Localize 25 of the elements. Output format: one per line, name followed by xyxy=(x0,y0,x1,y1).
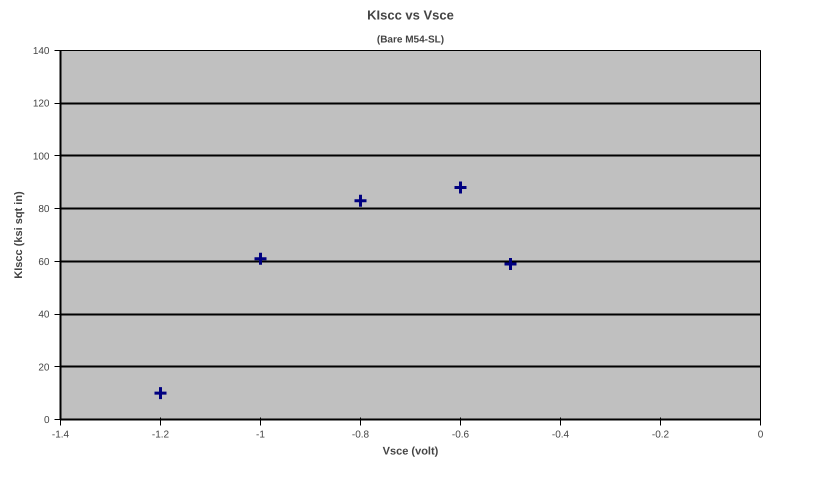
y-axis-title: KIscc (ksi sqt in) xyxy=(12,190,25,279)
y-tick-label: 20 xyxy=(38,362,50,374)
point xyxy=(153,386,168,401)
point xyxy=(253,251,268,266)
x-axis-title: Vsce (volt) xyxy=(382,446,439,458)
point xyxy=(353,193,368,208)
y-tick-label: 0 xyxy=(44,415,50,426)
y-tick-label: 120 xyxy=(32,98,50,110)
x-tick-label: 0 xyxy=(758,430,764,440)
x-tick-label: -0.8 xyxy=(352,430,370,440)
chart-subtitle: (Bare M54-SL) xyxy=(376,34,444,46)
x-tick-label: -0.2 xyxy=(652,430,670,440)
y-tick-label: 60 xyxy=(38,256,50,268)
x-tick-label: -1.2 xyxy=(152,430,170,440)
x-tick-label: -0.6 xyxy=(452,430,470,440)
point xyxy=(453,180,468,196)
x-tick-label: -1.4 xyxy=(52,430,70,440)
y-tick-label: 80 xyxy=(38,204,50,216)
y-tick-label: 140 xyxy=(32,46,50,57)
y-tick-label: 100 xyxy=(32,151,50,162)
chart-title: KIscc vs Vsce xyxy=(367,8,454,22)
point xyxy=(503,256,518,272)
x-tick-label: -1 xyxy=(256,430,266,440)
x-tick-label: -0.4 xyxy=(552,430,570,440)
y-tick-label: 40 xyxy=(38,310,50,321)
